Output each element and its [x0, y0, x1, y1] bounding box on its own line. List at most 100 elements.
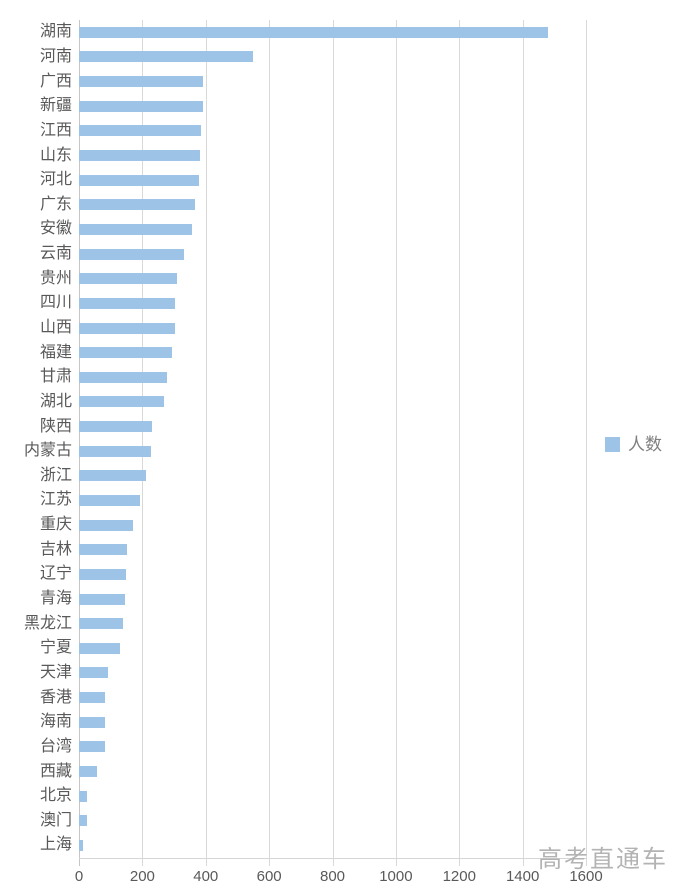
bar-row: 陕西: [0, 414, 586, 439]
bar: [79, 519, 133, 531]
category-label: 辽宁: [39, 565, 72, 583]
bar: [79, 839, 84, 851]
bar-track: [79, 125, 586, 137]
bar-track: [79, 273, 586, 285]
bar-row: 河南: [0, 45, 586, 70]
bar-row: 上海: [0, 833, 586, 858]
category-label: 北京: [39, 787, 72, 805]
x-tick-label: 600: [256, 868, 282, 885]
bar-track: [79, 297, 586, 309]
bar-track: [79, 544, 586, 556]
bar: [79, 716, 105, 728]
bar-track: [79, 76, 586, 88]
category-label: 青海: [39, 590, 72, 608]
bar: [79, 741, 105, 753]
bar-row: 澳门: [0, 809, 586, 834]
bar-row: 海南: [0, 710, 586, 735]
bar-row: 北京: [0, 784, 586, 809]
bar-row: 贵州: [0, 266, 586, 291]
bar: [79, 421, 153, 433]
bar-row: 安徽: [0, 217, 586, 242]
category-label: 山西: [39, 319, 72, 336]
bar: [79, 790, 88, 802]
bar: [79, 593, 126, 605]
bar-track: [79, 667, 586, 679]
bar-track: [79, 593, 586, 605]
bar: [79, 125, 202, 137]
x-tick-label: 1400: [505, 868, 540, 885]
category-label: 广东: [39, 195, 72, 213]
bar-track: [79, 494, 586, 506]
bar-track: [79, 815, 586, 827]
bar-row: 重庆: [0, 513, 586, 538]
bar: [79, 248, 185, 260]
category-label: 贵州: [39, 269, 72, 287]
category-label: 黑龙江: [23, 614, 72, 632]
bar: [79, 297, 175, 309]
x-tick-label: 1600: [569, 868, 603, 885]
bar-track: [79, 223, 586, 235]
category-label: 山东: [39, 146, 72, 164]
category-label: 浙江: [39, 466, 72, 484]
bar: [79, 667, 109, 679]
bar: [79, 568, 127, 580]
bar: [79, 76, 204, 88]
bar: [79, 445, 152, 457]
bar: [79, 347, 173, 359]
bar-track: [79, 766, 586, 778]
bar-row: 甘肃: [0, 365, 586, 390]
x-axis-line: [79, 858, 586, 859]
x-tick-label: 200: [129, 868, 155, 885]
bar-row: 吉林: [0, 537, 586, 562]
category-label: 湖北: [39, 392, 72, 410]
bar-track: [79, 26, 586, 38]
bar-row: 山东: [0, 143, 586, 168]
bar: [79, 642, 121, 654]
gridline: [586, 20, 587, 866]
bar-track: [79, 519, 586, 531]
bar-row: 广东: [0, 192, 586, 217]
bar-row: 江西: [0, 119, 586, 144]
category-label: 甘肃: [39, 368, 72, 386]
category-label: 广西: [39, 72, 72, 90]
bar-track: [79, 692, 586, 704]
x-axis-tick-labels: 0 200 400 600 800 1000 1200 1400 1600: [0, 868, 679, 888]
bar: [79, 322, 175, 334]
category-label: 香港: [39, 688, 72, 706]
x-tick-label: 400: [193, 868, 219, 885]
category-label: 云南: [39, 245, 72, 263]
bar-track: [79, 396, 586, 408]
category-label: 上海: [39, 836, 72, 854]
bar-track: [79, 51, 586, 63]
bar: [79, 544, 128, 556]
bar-track: [79, 445, 586, 457]
bar-row: 云南: [0, 242, 586, 267]
category-label: 江苏: [39, 491, 72, 509]
bar-track: [79, 790, 586, 802]
category-label: 陕西: [39, 417, 72, 435]
bar-row: 黑龙江: [0, 611, 586, 636]
x-tick-label: 1000: [379, 868, 413, 885]
bar-row: 四川: [0, 291, 586, 316]
bar-row: 湖北: [0, 390, 586, 415]
category-label: 重庆: [39, 516, 72, 534]
bar: [79, 174, 199, 186]
bar-row: 湖南: [0, 20, 586, 45]
legend: 人数: [605, 436, 662, 453]
bar-row: 西藏: [0, 759, 586, 784]
bar-row: 新疆: [0, 94, 586, 119]
bar-row: 台湾: [0, 735, 586, 760]
bar-row: 福建: [0, 340, 586, 365]
bar-row: 内蒙古: [0, 439, 586, 464]
category-label: 湖南: [39, 23, 72, 41]
bar: [79, 618, 124, 630]
bar-track: [79, 839, 586, 851]
x-tick-label: 0: [74, 868, 84, 885]
bar: [79, 470, 146, 482]
bar: [79, 150, 201, 162]
bar: [79, 815, 87, 827]
category-label: 台湾: [39, 737, 72, 755]
bar: [79, 766, 98, 778]
bar-track: [79, 150, 586, 162]
watermark: 高考直通车: [538, 846, 668, 873]
